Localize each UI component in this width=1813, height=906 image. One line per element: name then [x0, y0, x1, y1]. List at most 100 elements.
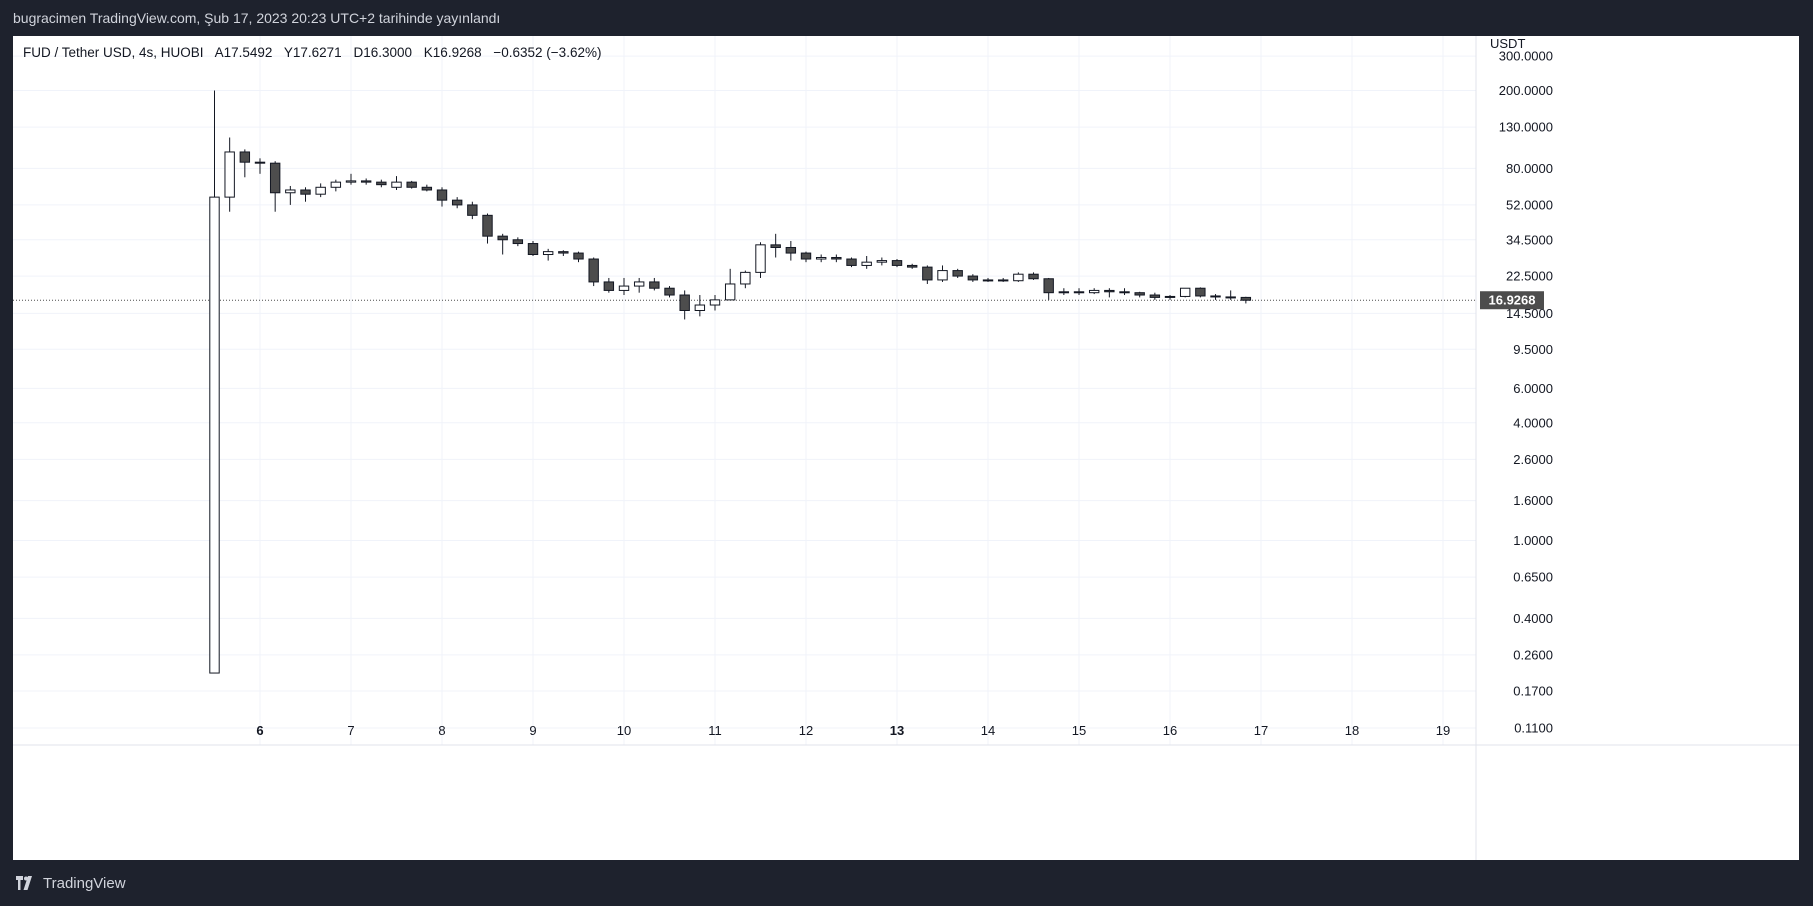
candle-body[interactable]	[527, 243, 539, 256]
candle-body[interactable]	[482, 214, 493, 237]
candle-body[interactable]	[1179, 287, 1191, 297]
time-tick-label[interactable]: 12	[799, 723, 813, 738]
candle-body[interactable]	[831, 256, 842, 260]
candle-body[interactable]	[679, 294, 690, 312]
time-tick-label[interactable]: 16	[1163, 723, 1177, 738]
candle-body[interactable]	[224, 151, 235, 198]
candle-body[interactable]	[1134, 292, 1145, 296]
time-tick-label[interactable]: 9	[529, 723, 536, 738]
candle-body[interactable]	[1043, 278, 1054, 294]
time-tick-label[interactable]: 18	[1345, 723, 1359, 738]
candle-body[interactable]	[376, 181, 387, 186]
candle-body[interactable]	[633, 281, 645, 287]
candle-body[interactable]	[1028, 273, 1039, 280]
candle-body[interactable]	[588, 258, 599, 283]
last-price-tag	[1480, 291, 1544, 310]
candle-body[interactable]	[997, 279, 1009, 282]
tradingview-logo-icon[interactable]	[13, 876, 37, 890]
candle-body[interactable]	[740, 271, 751, 285]
tradingview-brand[interactable]: TradingView	[43, 874, 126, 892]
candle-body[interactable]	[300, 189, 311, 195]
candle-body[interactable]	[755, 244, 766, 273]
ohlc-close: K16.9268	[423, 45, 482, 60]
candle-body[interactable]	[269, 162, 281, 194]
candle-body[interactable]	[1164, 295, 1176, 298]
candle-body[interactable]	[1058, 291, 1070, 294]
candle-body[interactable]	[1119, 291, 1130, 294]
last-price-label: 16.9268	[1489, 293, 1536, 308]
price-tick-label: 0.4000	[1513, 611, 1553, 626]
candle-body[interactable]	[406, 181, 417, 188]
candle-body[interactable]	[937, 270, 948, 281]
price-tick-label: 1.0000	[1513, 533, 1553, 548]
time-tick-label[interactable]: 6	[256, 723, 263, 738]
candle-body[interactable]	[451, 199, 463, 206]
candle-body[interactable]	[512, 239, 524, 245]
candle-body[interactable]	[542, 251, 554, 256]
candle-body[interactable]	[467, 204, 478, 216]
candle-body[interactable]	[967, 275, 979, 281]
candle-body[interactable]	[861, 261, 872, 266]
candle-body[interactable]	[1225, 296, 1236, 299]
time-tick-label[interactable]: 15	[1072, 723, 1086, 738]
candle-body[interactable]	[724, 283, 736, 301]
time-tick-label[interactable]: 19	[1436, 723, 1450, 738]
footer: TradingView	[13, 868, 126, 898]
candle-body[interactable]	[209, 196, 220, 674]
candle-body[interactable]	[573, 252, 584, 260]
candle-body[interactable]	[1073, 291, 1085, 294]
candle-body[interactable]	[436, 189, 448, 201]
time-tick-label[interactable]: 7	[347, 723, 354, 738]
candle-body[interactable]	[497, 235, 508, 241]
price-tick-label: 0.2600	[1513, 647, 1553, 662]
candle-body[interactable]	[664, 287, 675, 296]
candle-body[interactable]	[391, 181, 402, 188]
time-tick-label[interactable]: 17	[1254, 723, 1268, 738]
time-tick-label[interactable]: 11	[708, 723, 722, 738]
symbol-name[interactable]: FUD / Tether USD, 4s, HUOBI	[23, 45, 204, 60]
candle-body[interactable]	[709, 299, 721, 306]
price-tick-label: 300.0000	[1499, 49, 1553, 64]
time-tick-label[interactable]: 13	[890, 723, 904, 738]
candle-body[interactable]	[952, 270, 963, 277]
candle-body[interactable]	[239, 151, 251, 163]
time-tick-label[interactable]: 14	[981, 723, 995, 738]
candle-body[interactable]	[906, 264, 918, 268]
candle-body[interactable]	[345, 180, 357, 183]
candle-body[interactable]	[1104, 289, 1115, 293]
candle-body[interactable]	[876, 260, 888, 263]
ohlc-open: A17.5492	[214, 45, 273, 60]
candle-body[interactable]	[1013, 273, 1024, 282]
candle-body[interactable]	[891, 260, 903, 266]
candle-body[interactable]	[360, 180, 372, 183]
candle-body[interactable]	[1240, 296, 1252, 301]
time-tick-label[interactable]: 10	[617, 723, 631, 738]
candle-body[interactable]	[421, 186, 433, 191]
candle-body[interactable]	[618, 285, 630, 291]
candle-body[interactable]	[315, 186, 326, 195]
candle-body[interactable]	[254, 161, 266, 164]
price-tick-label: 34.5000	[1506, 232, 1553, 247]
candle-body[interactable]	[1195, 287, 1206, 297]
candle-body[interactable]	[285, 189, 296, 194]
candle-body[interactable]	[603, 281, 615, 291]
candle-body[interactable]	[1149, 294, 1161, 298]
price-tick-label: 2.6000	[1513, 452, 1553, 467]
candle-body[interactable]	[694, 304, 706, 312]
candle-body[interactable]	[330, 181, 342, 188]
candle-body[interactable]	[800, 252, 812, 260]
candle-body[interactable]	[785, 246, 797, 254]
candle-body[interactable]	[1088, 289, 1100, 294]
candle-body[interactable]	[982, 279, 994, 282]
candle-body[interactable]	[558, 251, 569, 254]
candle-body[interactable]	[922, 266, 933, 281]
chart-frame[interactable]: USDT 300.0000 200.0000 130.0000 80.0000 52.00…	[13, 36, 1799, 860]
candle-body[interactable]	[815, 256, 827, 260]
candle-body[interactable]	[770, 244, 781, 248]
price-change: −0.6352 (−3.62%)	[493, 45, 602, 60]
time-tick-label[interactable]: 8	[438, 723, 445, 738]
candle-body[interactable]	[649, 281, 660, 289]
candle-body[interactable]	[846, 258, 857, 266]
candle-body[interactable]	[1210, 295, 1221, 298]
